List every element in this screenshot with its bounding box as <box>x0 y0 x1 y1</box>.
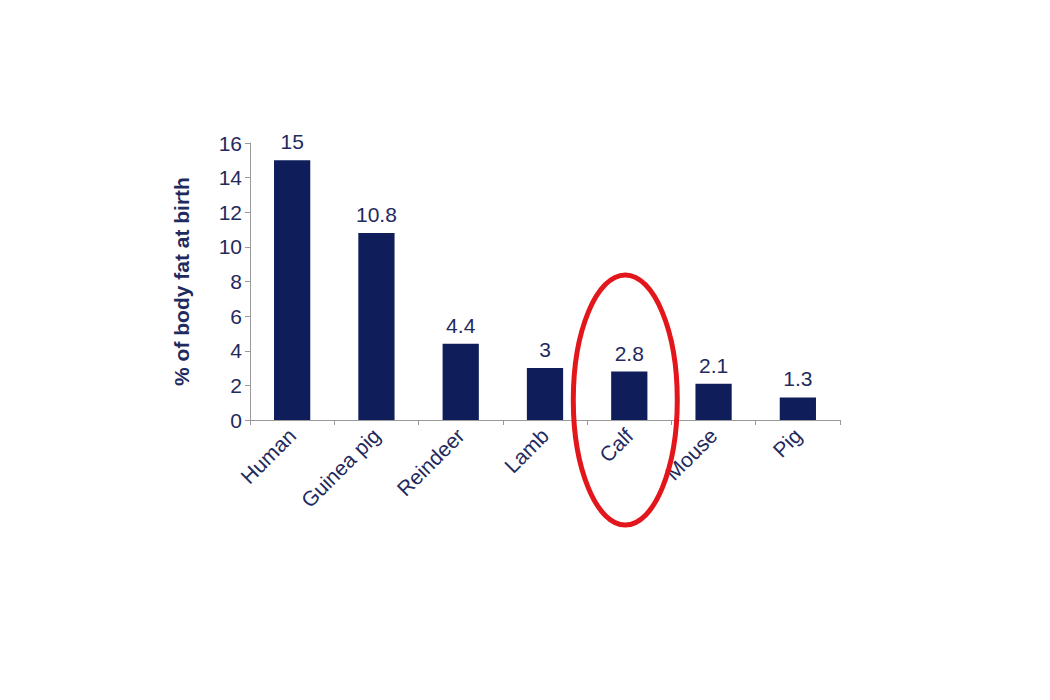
svg-text:Reindeer: Reindeer <box>392 424 468 500</box>
svg-text:4.4: 4.4 <box>446 314 476 337</box>
svg-text:Pig: Pig <box>768 424 806 462</box>
svg-text:Mouse: Mouse <box>660 423 722 485</box>
svg-text:8: 8 <box>230 270 242 293</box>
svg-text:4: 4 <box>230 339 242 362</box>
svg-text:Human: Human <box>236 424 300 488</box>
svg-text:14: 14 <box>219 166 243 189</box>
svg-text:12: 12 <box>219 201 242 224</box>
svg-text:16: 16 <box>219 132 242 155</box>
svg-text:2.8: 2.8 <box>615 342 644 365</box>
svg-text:10: 10 <box>219 235 242 258</box>
svg-text:Lamb: Lamb <box>500 424 553 477</box>
svg-text:1.3: 1.3 <box>783 367 812 390</box>
svg-text:2.1: 2.1 <box>699 354 728 377</box>
svg-text:2: 2 <box>230 374 242 397</box>
svg-text:3: 3 <box>539 338 551 361</box>
svg-text:Guinea pig: Guinea pig <box>297 424 385 512</box>
svg-text:% of body fat at birth: % of body fat at birth <box>170 177 193 386</box>
svg-text:15: 15 <box>280 130 303 153</box>
svg-text:6: 6 <box>230 305 242 328</box>
svg-text:10.8: 10.8 <box>356 203 397 226</box>
svg-text:0: 0 <box>230 409 242 432</box>
svg-text:Calf: Calf <box>595 424 638 467</box>
